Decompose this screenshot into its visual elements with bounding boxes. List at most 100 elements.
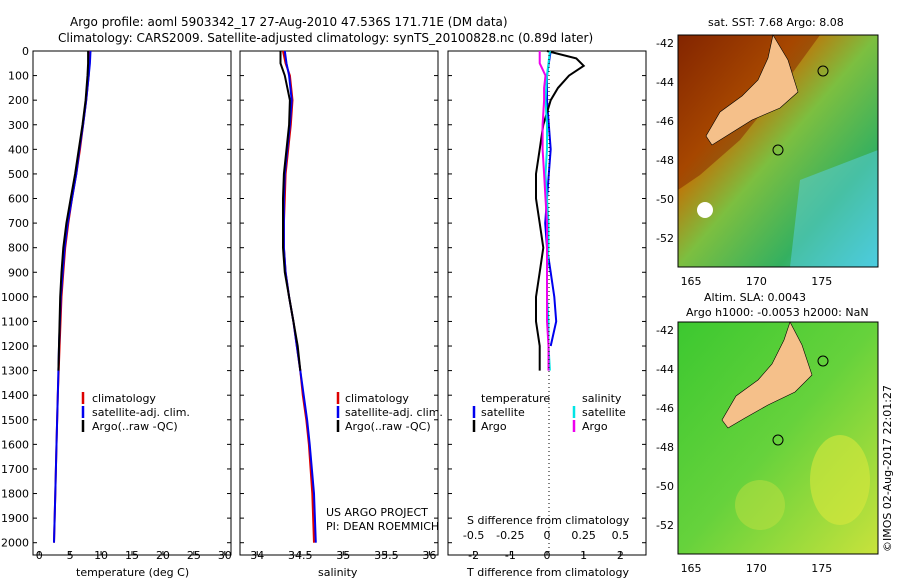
depth-tick-label: 1600 <box>1 438 29 451</box>
sla-map-frame <box>677 321 879 555</box>
depth-tick-label: 1100 <box>1 315 29 328</box>
imos-credit: ©IMOS 02-Aug-2017 22:01:27 <box>881 385 894 552</box>
map-lat-tick-label: -46 <box>656 402 674 415</box>
salinity-tick-label: 35.5 <box>374 549 399 562</box>
sla-coast-land <box>721 321 813 429</box>
map-lon-tick-label: 170 <box>746 562 767 575</box>
map-lon-tick-label: 170 <box>746 275 767 288</box>
project-annotation-line2: PI: DEAN ROEMMICH <box>326 520 439 533</box>
salinity-tick-label: 35 <box>336 549 350 562</box>
depth-axis-labels: 0 100 200 300 400 500 600 700 800 900 1000 1100 1200… <box>1 45 646 550</box>
map-lat-tick-label: -46 <box>656 115 674 128</box>
project-annotation-line1: US ARGO PROJECT <box>326 506 428 519</box>
figure-title-line2: Climatology: CARS2009. Satellite-adjuste… <box>58 31 593 45</box>
map-lat-tick-label: -44 <box>656 363 674 376</box>
sla-map-title-line1: Altim. SLA: 0.0043 <box>704 291 806 304</box>
depth-tick-label: 600 <box>8 193 29 206</box>
map-lat-tick-label: -52 <box>656 232 674 245</box>
depth-tick-label: 1800 <box>1 488 29 501</box>
salinity-xlabel: salinity <box>318 566 358 579</box>
depth-tick-label: 2000 <box>1 537 29 550</box>
map-lat-tick-label: -50 <box>656 480 674 493</box>
t-difference-tick-label: -1 <box>505 549 516 562</box>
temperature-panel-frame <box>32 50 232 556</box>
series-line-climatology <box>282 50 315 543</box>
sla-yellow-blob <box>735 480 785 530</box>
sst-coast-land <box>705 34 799 146</box>
depth-tick-label: 1000 <box>1 291 29 304</box>
series-line-s-argo <box>538 51 550 371</box>
map-lon-tick-label: 175 <box>811 275 832 288</box>
figure-title-line1: Argo profile: aoml 5903342_17 27-Aug-201… <box>70 15 508 29</box>
sst-island <box>697 202 713 218</box>
sla-map-title-line2: Argo h1000: -0.0053 h2000: NaN <box>686 306 869 319</box>
series-line-argo <box>57 51 90 371</box>
legend-label-argo: Argo(..raw -QC) <box>92 420 178 433</box>
map-lat-tick-label: -48 <box>656 441 674 454</box>
depth-tick-label: 400 <box>8 143 29 156</box>
temperature-tick-label: 10 <box>94 549 108 562</box>
legend-label-t-argo: Argo <box>481 420 507 433</box>
depth-tick-label: 500 <box>8 168 29 181</box>
map-lat-tick-label: -52 <box>656 519 674 532</box>
depth-tick-label: 1500 <box>1 414 29 427</box>
temperature-legend: climatology satellite-adj. clim. Argo(..… <box>81 392 190 433</box>
t-difference-tick-label: 0 <box>544 549 551 562</box>
map-lon-tick-label: 165 <box>681 562 702 575</box>
sst-map-frame <box>677 34 879 268</box>
sst-ring <box>817 65 829 77</box>
legend-label-climatology: climatology <box>345 392 409 405</box>
legend-label-argo: Argo(..raw -QC) <box>345 420 431 433</box>
t-difference-tick-label: 2 <box>617 549 624 562</box>
sst-float-marker <box>772 144 784 156</box>
s-difference-tick-label: -0.25 <box>496 529 524 542</box>
map-lat-tick-label: -42 <box>656 37 674 50</box>
series-line-argo <box>279 51 302 371</box>
map-lon-tick-label: 165 <box>681 275 702 288</box>
legend-label-s-satellite: satellite <box>582 406 626 419</box>
map-tick-labels: 165 170 175 -42 -44 -46 -48 -50 -52 165 170 175 -42 -… <box>656 37 832 575</box>
sla-ring <box>817 355 829 367</box>
salinity-tick-label: 36 <box>422 549 436 562</box>
difference-xlabel-top: S difference from climatology <box>467 514 630 527</box>
depth-tick-label: 300 <box>8 119 29 132</box>
map-lat-tick-label: -42 <box>656 324 674 337</box>
difference-series <box>535 50 586 371</box>
depth-tick-label: 1700 <box>1 463 29 476</box>
sla-float-marker <box>772 434 784 446</box>
legend-header-salinity: salinity <box>582 392 622 405</box>
s-difference-tick-label: 0.25 <box>571 529 596 542</box>
s-difference-tick-label: 0.5 <box>612 529 630 542</box>
sst-map-title: sat. SST: 7.68 Argo: 8.08 <box>708 16 844 29</box>
depth-tick-label: 1900 <box>1 512 29 525</box>
temperature-tick-label: 0 <box>36 549 43 562</box>
temperature-tick-label: 20 <box>156 549 170 562</box>
map-lon-tick-label: 175 <box>811 562 832 575</box>
axis-tick-labels: 0 5 10 15 20 25 30 34 34.5 35 35.5 36 -2 -1 0 1 2 -0.5 -0.… <box>36 529 629 562</box>
temperature-tick-label: 15 <box>125 549 139 562</box>
temperature-series <box>53 50 92 543</box>
depth-tick-label: 800 <box>8 242 29 255</box>
salinity-panel-frame <box>239 50 439 556</box>
sla-yellow-blob <box>810 435 870 525</box>
s-difference-tick-label: -0.5 <box>463 529 484 542</box>
difference-legend: temperature salinity satellite Argo sate… <box>472 392 626 433</box>
legend-label-s-argo: Argo <box>582 420 608 433</box>
temperature-xlabel: temperature (deg C) <box>76 566 189 579</box>
sla-map <box>677 321 879 555</box>
depth-tick-label: 700 <box>8 217 29 230</box>
salinity-series <box>279 50 317 543</box>
t-difference-tick-label: 1 <box>580 549 587 562</box>
depth-tick-label: 100 <box>8 70 29 83</box>
temperature-tick-label: 25 <box>187 549 201 562</box>
difference-xlabel: T difference from climatology <box>466 566 629 579</box>
s-difference-tick-label: 0 <box>544 529 551 542</box>
series-line-t-argo <box>535 50 586 371</box>
legend-label-climatology: climatology <box>92 392 156 405</box>
temperature-tick-label: 5 <box>67 549 74 562</box>
legend-header-temperature: temperature <box>481 392 550 405</box>
legend-label-satellite: satellite-adj. clim. <box>92 406 190 419</box>
map-lat-tick-label: -48 <box>656 154 674 167</box>
salinity-tick-label: 34 <box>250 549 264 562</box>
